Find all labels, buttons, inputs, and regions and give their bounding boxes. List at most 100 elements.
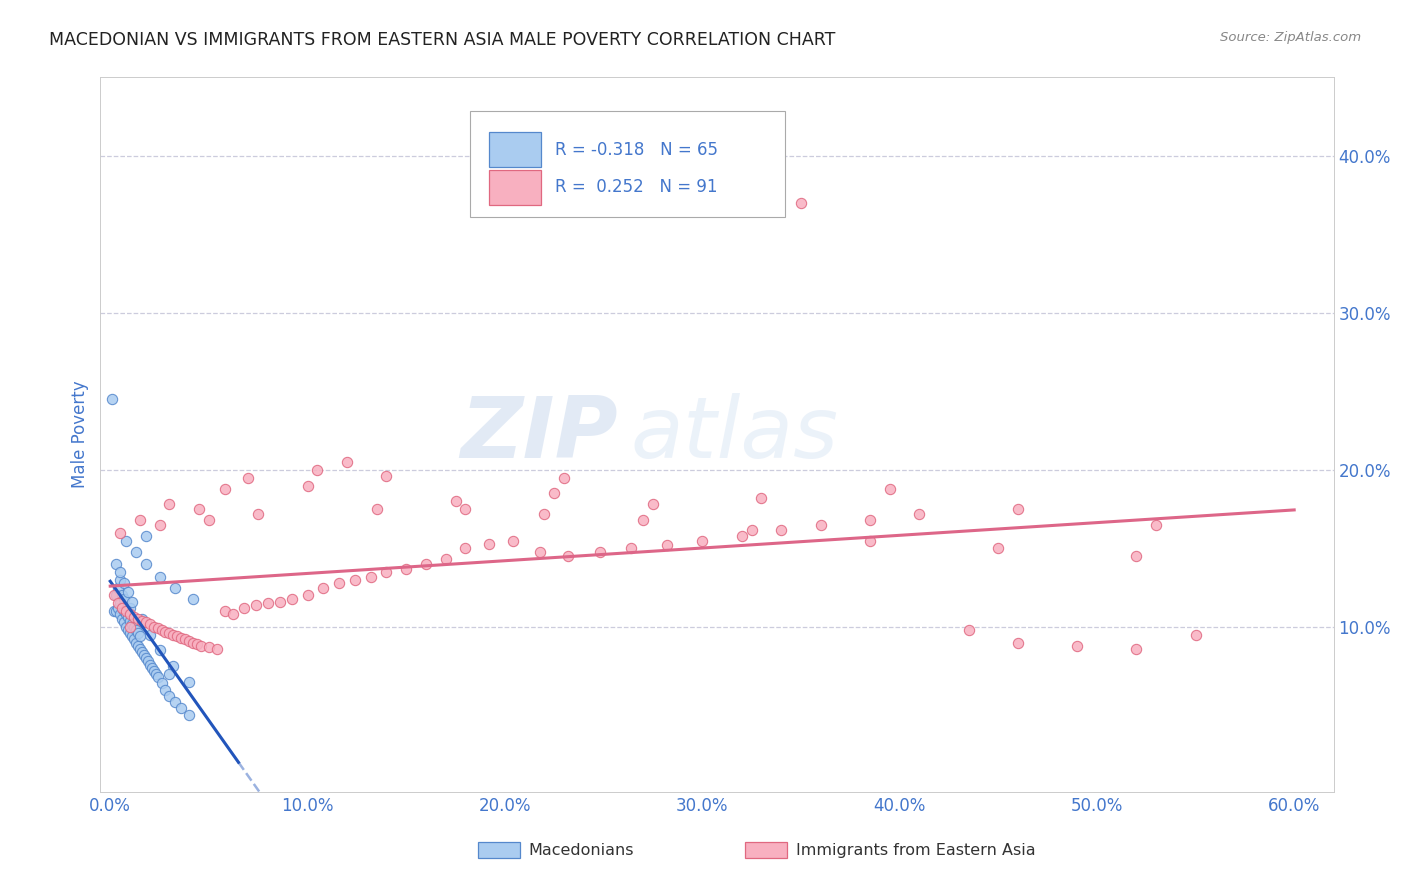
Point xyxy=(155,682,177,697)
Point xyxy=(103,604,125,618)
Point xyxy=(132,648,155,662)
Point xyxy=(135,557,157,571)
Point xyxy=(157,667,180,681)
Point xyxy=(1184,628,1206,642)
Point xyxy=(112,591,135,606)
Point xyxy=(131,645,153,659)
Point xyxy=(281,591,304,606)
Point xyxy=(125,623,148,637)
Point xyxy=(360,569,382,583)
Point xyxy=(101,392,124,407)
Point xyxy=(118,601,141,615)
Point xyxy=(553,471,575,485)
Point xyxy=(117,623,139,637)
Point xyxy=(233,601,256,615)
Point xyxy=(138,657,160,672)
Point xyxy=(751,491,773,505)
Point xyxy=(146,622,169,636)
Point xyxy=(170,701,193,715)
Point xyxy=(343,573,366,587)
Point xyxy=(307,463,329,477)
Point xyxy=(557,549,579,564)
Point xyxy=(121,629,143,643)
Point xyxy=(107,601,129,615)
Point xyxy=(128,513,150,527)
Point xyxy=(105,604,128,618)
Point xyxy=(125,635,148,649)
Point xyxy=(115,620,138,634)
Point xyxy=(121,595,143,609)
Text: Macedonians: Macedonians xyxy=(529,843,634,857)
Text: atlas: atlas xyxy=(631,393,838,476)
Point xyxy=(118,607,141,622)
Point xyxy=(1144,517,1167,532)
Point xyxy=(375,469,398,483)
Point xyxy=(297,589,319,603)
Point xyxy=(269,595,291,609)
Point xyxy=(107,581,129,595)
Point xyxy=(118,626,141,640)
Point xyxy=(198,640,221,655)
Point xyxy=(366,502,388,516)
Point xyxy=(148,569,170,583)
Point xyxy=(115,604,138,618)
Point xyxy=(502,533,524,548)
Point xyxy=(588,544,610,558)
Text: Immigrants from Eastern Asia: Immigrants from Eastern Asia xyxy=(796,843,1035,857)
Point xyxy=(136,654,159,668)
Text: ZIP: ZIP xyxy=(461,393,619,476)
Point xyxy=(257,596,280,610)
Point xyxy=(205,641,228,656)
Point xyxy=(138,628,160,642)
Point xyxy=(181,635,204,649)
Point xyxy=(620,541,643,556)
Point xyxy=(103,589,125,603)
Point xyxy=(135,651,157,665)
Point xyxy=(142,620,165,634)
Point xyxy=(165,581,187,595)
Point xyxy=(141,661,163,675)
Text: R =  0.252   N = 91: R = 0.252 N = 91 xyxy=(555,178,718,196)
Point xyxy=(181,591,204,606)
Point xyxy=(770,523,793,537)
Text: R = -0.318   N = 65: R = -0.318 N = 65 xyxy=(555,141,718,159)
Point xyxy=(127,626,149,640)
Point xyxy=(112,575,135,590)
Point xyxy=(115,607,138,622)
Bar xyxy=(489,170,541,204)
Point xyxy=(125,544,148,558)
Point xyxy=(117,610,139,624)
Point xyxy=(138,616,160,631)
Point xyxy=(128,629,150,643)
Point xyxy=(108,596,131,610)
Point xyxy=(162,628,184,642)
Point xyxy=(170,631,193,645)
Point xyxy=(108,607,131,622)
Point xyxy=(145,667,167,681)
Point xyxy=(1007,502,1029,516)
Point xyxy=(115,533,138,548)
Point xyxy=(121,616,143,631)
Point xyxy=(157,689,180,703)
Point xyxy=(174,632,197,647)
Point xyxy=(166,629,188,643)
Point xyxy=(395,562,418,576)
Point xyxy=(859,533,882,548)
Point xyxy=(186,637,208,651)
Point xyxy=(135,529,157,543)
Point xyxy=(543,486,565,500)
Point xyxy=(879,482,901,496)
Point xyxy=(478,536,501,550)
Point xyxy=(1125,549,1147,564)
Point xyxy=(790,196,813,211)
Y-axis label: Male Poverty: Male Poverty xyxy=(72,381,89,489)
Point xyxy=(434,552,457,566)
Point xyxy=(118,614,141,628)
Point xyxy=(127,639,149,653)
Bar xyxy=(489,132,541,167)
Point xyxy=(105,557,128,571)
Point xyxy=(1066,639,1088,653)
Point xyxy=(214,604,236,618)
Point xyxy=(148,643,170,657)
Point xyxy=(245,598,267,612)
